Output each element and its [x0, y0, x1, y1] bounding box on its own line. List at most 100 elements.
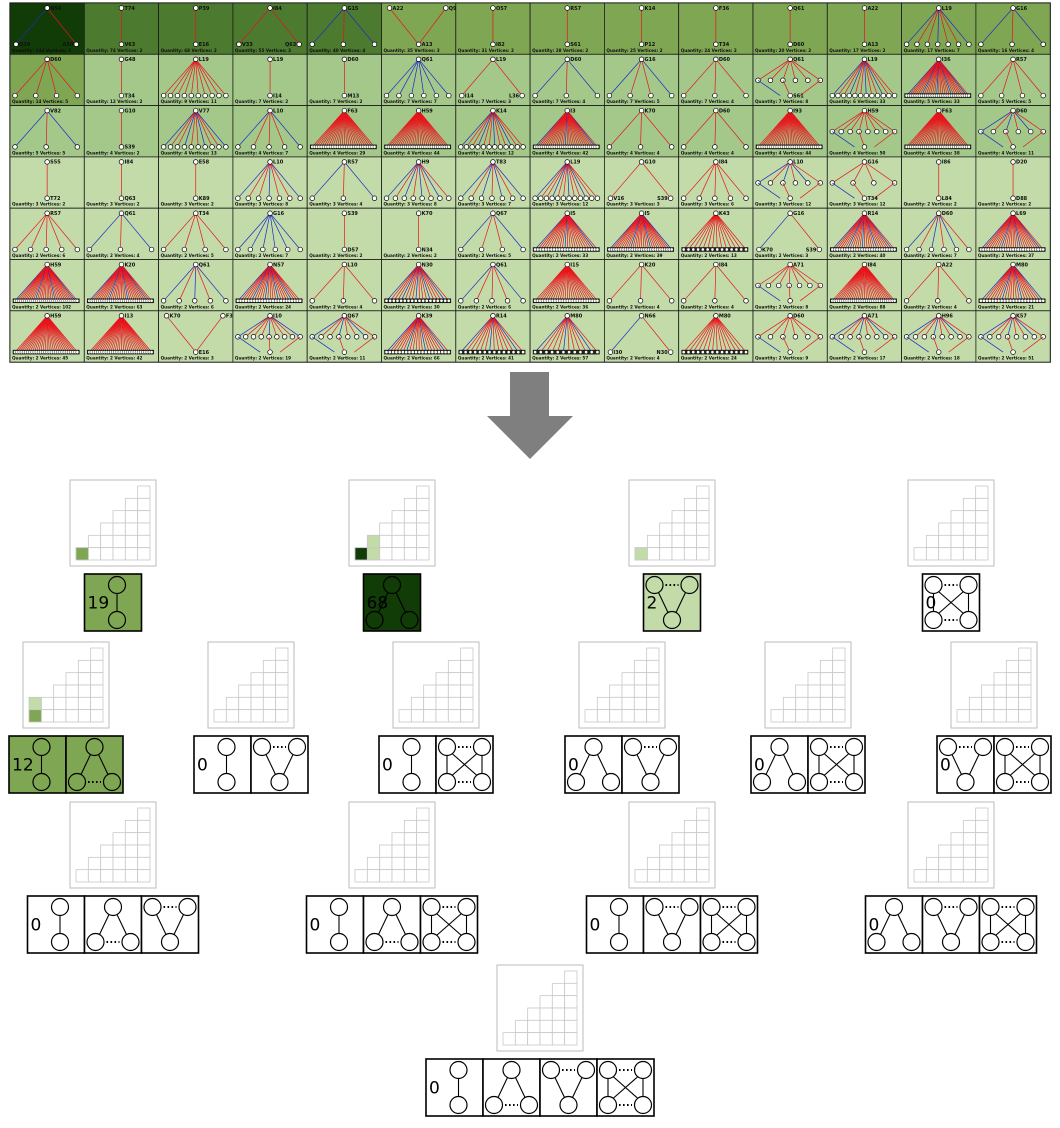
graph-edge [269, 110, 285, 148]
motif-node [645, 575, 664, 595]
node-label: L10 [273, 108, 284, 114]
graph-node [572, 350, 577, 354]
triangle-cell [633, 659, 648, 674]
graph-edge [1007, 315, 1014, 337]
motif-edge [765, 754, 776, 775]
graph-node [1010, 210, 1016, 216]
graph-edge [789, 212, 820, 250]
node-label: I3 [570, 108, 576, 114]
triangle-cell [938, 856, 952, 871]
graph-node [743, 144, 749, 150]
graph-edge [534, 212, 568, 250]
node-label: F63 [347, 108, 358, 114]
graph-node [638, 159, 645, 165]
graph-edge [1012, 264, 1020, 301]
graph-node [606, 92, 613, 99]
motif-edge [675, 592, 686, 613]
graph-edge [540, 161, 568, 199]
tile-caption: Quantity: 3 Vertices: 12 [829, 202, 885, 207]
graph-edge [328, 110, 345, 148]
triangle-cell [975, 844, 989, 858]
graph-edge [566, 264, 576, 301]
graph-node [414, 298, 418, 303]
graph-edge [715, 315, 737, 353]
graph-node [595, 247, 600, 252]
graph-node [267, 349, 273, 355]
graph-node [990, 298, 995, 303]
graph-node [202, 246, 208, 253]
graph-node [421, 92, 427, 99]
graph-edge [864, 59, 878, 96]
graph-edge [184, 59, 197, 96]
triangle-cell [403, 856, 418, 871]
graph-node [668, 195, 674, 201]
graph-edge [418, 110, 450, 148]
triangle-cell [962, 547, 977, 561]
graph-node [787, 313, 793, 319]
graph-edge [916, 7, 940, 45]
graph-edge [344, 110, 355, 147]
triangle-cell-filled [366, 547, 381, 561]
tile-caption: Quantity: 2 Vertices: 3 [755, 253, 808, 258]
graph-edge [782, 80, 791, 96]
motif-node [902, 932, 921, 952]
graph-edge [418, 161, 423, 199]
graph-node [982, 298, 986, 303]
graph-edge [938, 213, 957, 250]
graph-node [669, 298, 675, 304]
tile-caption: Quantity: 4 Vertices: 13 [161, 150, 217, 155]
node-label: Q92 [449, 6, 461, 12]
tile-caption: Quantity: 2 Vertices: 18 [904, 356, 960, 361]
triangle-cell [659, 856, 673, 871]
graph-edge [565, 59, 568, 96]
triangle-cell [90, 696, 104, 711]
graph-edge [1022, 131, 1044, 148]
node-label: K70 [762, 247, 773, 253]
graph-edge [259, 264, 271, 301]
graph-node [387, 350, 392, 354]
graph-node [490, 107, 496, 114]
graph-edge [544, 264, 568, 301]
triangle-cell [1018, 696, 1032, 711]
triangle-cell [975, 497, 989, 512]
graph-edge [492, 161, 503, 199]
triangle-cell [609, 696, 623, 711]
graph-edge [609, 264, 642, 302]
motif-group: 0 [564, 641, 680, 794]
graph-node [967, 93, 971, 98]
motif-edge [98, 754, 109, 775]
graph-edge [1004, 264, 1014, 301]
triangle-cell [112, 534, 126, 549]
graph-node [861, 144, 868, 150]
graph-node [446, 195, 452, 201]
graph-node [1002, 298, 1007, 303]
node-label: G15 [347, 6, 359, 12]
triangle-cell [460, 647, 474, 661]
motif-node [484, 1095, 504, 1115]
node-label: I15 [570, 262, 579, 268]
motif-edge [951, 754, 962, 775]
node-label: R57 [1016, 57, 1027, 63]
triangle-cell [950, 510, 964, 524]
graph-edge [782, 182, 791, 199]
graph-edge [781, 110, 791, 147]
graph-node [207, 298, 213, 304]
graph-edge [998, 213, 1014, 250]
motif-node [623, 737, 643, 757]
graph-edge [566, 315, 581, 353]
graph-node [490, 56, 496, 62]
graph-edge [418, 315, 433, 353]
graph-edge [237, 336, 261, 353]
triangle-cell [782, 696, 797, 711]
graph-node [267, 159, 273, 165]
graph-node [73, 41, 79, 47]
graph-node [936, 349, 942, 355]
graph-node [520, 144, 526, 150]
tile-caption: Quantity: 4 Vertices: 4 [681, 150, 734, 155]
graph-node [936, 159, 942, 165]
